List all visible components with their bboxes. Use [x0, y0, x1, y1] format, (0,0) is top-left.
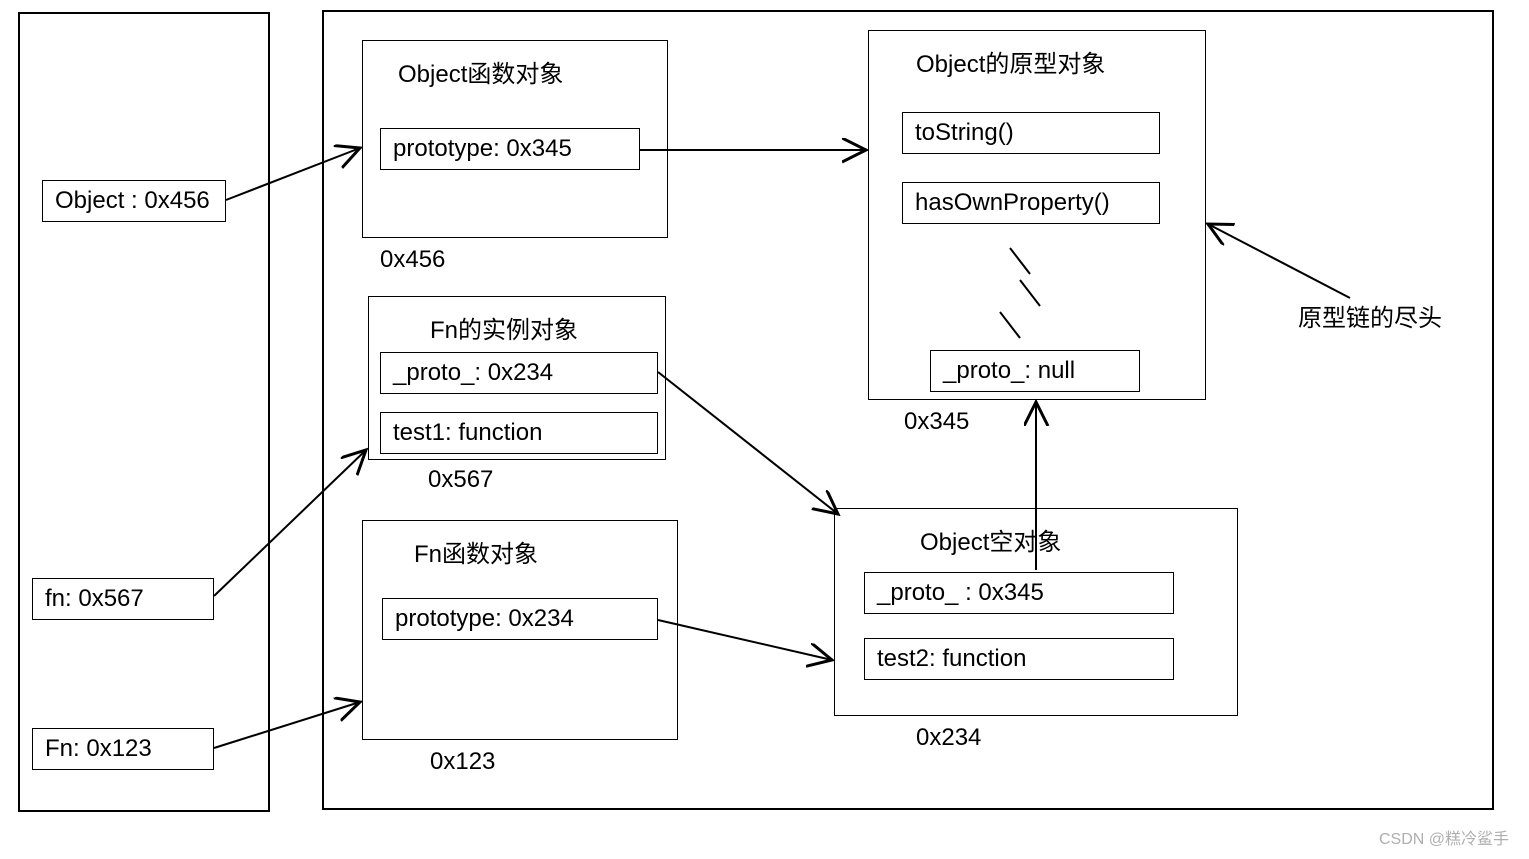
watermark: CSDN @糕冷鲨手 [1379, 825, 1509, 849]
object-empty-caption: 0x234 [916, 724, 981, 752]
fn-instance-proto-row: _proto_: 0x234 [380, 352, 658, 394]
object-empty-proto-row: _proto_ : 0x345 [864, 572, 1174, 614]
fn-fn-title: Fn函数对象 [414, 534, 538, 569]
object-proto-tostring-row: toString() [902, 112, 1160, 154]
object-ref: Object : 0x456 [42, 180, 226, 222]
fn-ref: fn: 0x567 [32, 578, 214, 620]
object-proto-caption: 0x345 [904, 408, 969, 436]
left-panel [18, 12, 270, 812]
object-empty-test2-row: test2: function [864, 638, 1174, 680]
object-proto-hasown-row: hasOwnProperty() [902, 182, 1160, 224]
fn-fn-caption: 0x123 [430, 748, 495, 776]
fn-instance-caption: 0x567 [428, 466, 493, 494]
object-proto-null-row: _proto_: null [930, 350, 1140, 392]
object-proto-title: Object的原型对象 [916, 44, 1105, 79]
Fn-ref: Fn: 0x123 [32, 728, 214, 770]
object-fn-prototype-row: prototype: 0x345 [380, 128, 640, 170]
object-fn-title: Object函数对象 [398, 54, 563, 89]
fn-fn-prototype-row: prototype: 0x234 [382, 598, 658, 640]
fn-instance-title: Fn的实例对象 [430, 310, 578, 345]
proto-chain-end-label: 原型链的尽头 [1298, 298, 1442, 333]
object-fn-caption: 0x456 [380, 246, 445, 274]
fn-instance-test1-row: test1: function [380, 412, 658, 454]
object-empty-title: Object空对象 [920, 522, 1061, 557]
